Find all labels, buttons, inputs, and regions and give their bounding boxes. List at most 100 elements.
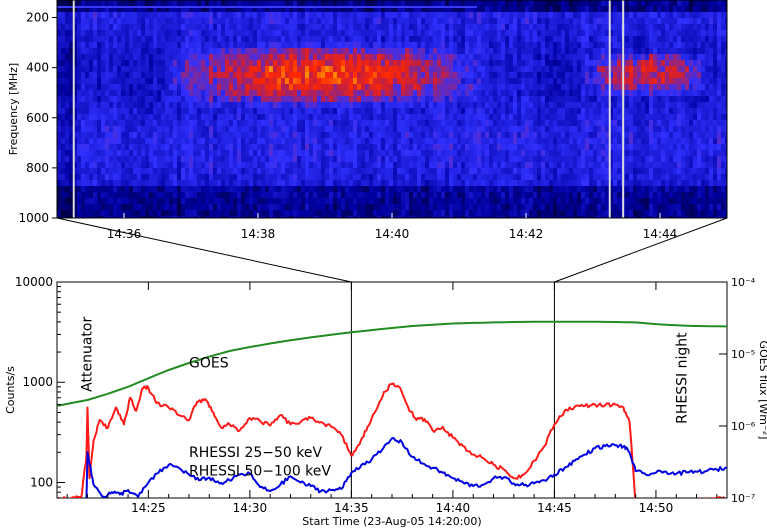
spectrogram-cell [305,192,310,199]
spectrogram-cell [197,0,202,7]
spectrogram-cell [221,144,226,151]
spectrogram-cell [165,90,170,97]
spectrogram-cell [553,54,558,61]
spectrogram-cell [285,72,290,79]
spectrogram-cell [329,132,334,139]
spectrogram-cell [145,48,150,55]
spectrogram-cell [97,204,102,211]
spectrogram-cell [69,174,74,181]
spectrogram-cell [325,90,330,97]
spectrogram-cell [409,102,414,109]
spectrogram-cell [213,132,218,139]
spectrogram-cell [309,24,314,31]
spectrogram-cell [313,144,318,151]
spectrogram-cell [517,126,522,133]
spectrogram-cell [553,36,558,43]
spectrogram-cell [349,30,354,37]
spectrogram-cell [421,168,426,175]
spectrogram-cell [61,174,66,181]
spectrogram-cell [301,138,306,145]
spectrogram-cell [317,54,322,61]
spectrogram-cell [85,216,90,218]
spectrogram-cell [317,42,322,49]
spectrogram-cell [573,132,578,139]
spectrogram-cell [293,36,298,43]
spectrogram-cell [565,6,570,13]
spectrogram-cell [133,66,138,73]
spectrogram-cell [569,186,574,193]
spectrogram-cell [525,84,530,91]
spectrogram-cell [401,156,406,163]
spectrogram-cell [437,198,442,205]
spectrogram-cell [161,42,166,49]
spectrogram-cell [133,36,138,43]
spectrogram-cell [297,24,302,31]
spectrogram-cell [521,54,526,61]
spectrogram-cell [105,204,110,211]
spectrogram-cell [565,102,570,109]
spectrogram-cell [441,180,446,187]
spectrogram-cell [137,84,142,91]
spectrogram-cell [461,102,466,109]
spectrogram-cell [125,138,130,145]
spectrogram-cell [581,0,586,7]
spectrogram-cell [193,174,198,181]
spectrogram-cell [545,168,550,175]
spectrogram-cell [241,114,246,121]
spectrogram-cell [129,78,134,85]
spectrogram-cell [225,78,230,85]
spectrogram-cell [497,210,502,217]
spectrogram-cell [505,168,510,175]
spectrogram-cell [289,84,294,91]
spectrogram-cell [565,90,570,97]
spectrogram-cell [177,6,182,13]
spectrogram-cell [361,186,366,193]
spectrogram-cell [297,120,302,127]
spectrogram-cell [393,0,398,7]
spectrogram-cell [217,144,222,151]
spectrogram-cell [201,108,206,115]
spectrogram-cell [145,156,150,163]
spectrogram-cell [521,42,526,49]
spectrogram-cell [405,90,410,97]
spectrogram-cell [541,90,546,97]
spectrogram-cell [145,12,150,19]
spectrogram-cell [129,138,134,145]
spectrogram-cell [329,120,334,127]
spectrogram-cell [217,186,222,193]
spectrogram-cell [169,180,174,187]
spectrogram-cell [205,42,210,49]
spectrogram-cell [573,54,578,61]
spectrogram-cell [249,210,254,217]
spectrogram-cell [73,204,78,211]
spectrogram-cell [397,18,402,25]
spectrogram-cell [89,48,94,55]
spectrogram-cell [257,126,262,133]
spectrogram-cell [57,66,62,73]
spectrogram-cell [429,24,434,31]
spectrogram-cell [225,210,230,217]
spectrogram-cell [373,54,378,61]
spectrogram-cell [281,30,286,37]
spectrogram-cell [469,120,474,127]
spectrogram-cell [365,84,370,91]
spectrogram-cell [581,198,586,205]
spectrogram-cell [117,90,122,97]
spectrogram-cell [273,84,278,91]
spectrogram-cell [345,30,350,37]
spectrogram-cell [313,174,318,181]
spectrogram-cell [105,12,110,19]
spectrogram-cell [173,24,178,31]
spectrogram-cell [245,126,250,133]
spectrogram-cell [201,12,206,19]
spectrogram-cell [513,60,518,67]
spectrogram-cell [569,12,574,19]
spectrogram-cell [81,42,86,49]
spectrogram-cell [561,120,566,127]
spectrogram-cell [325,48,330,55]
spectrogram-cell [425,6,430,13]
spectrogram-cell [581,192,586,199]
spectrogram-cell [81,30,86,37]
spectrogram-cell [509,24,514,31]
spectrogram-cell [409,168,414,175]
